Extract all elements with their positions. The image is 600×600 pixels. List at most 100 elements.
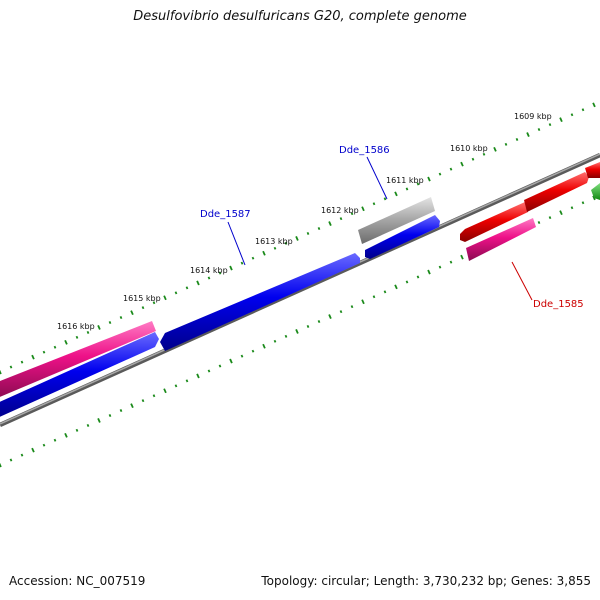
accession-text: Accession: NC_007519 [9,574,146,588]
track-tick-mark [383,197,387,201]
track-tick-mark [482,152,486,156]
track-tick-mark [328,221,332,226]
track-tick-mark [570,206,574,210]
track-tick-mark [174,291,178,295]
kbp-label: 1613 kbp [255,237,293,246]
track-tick-mark [372,202,376,206]
track-tick-mark [548,216,552,220]
track-tick-mark [405,187,409,191]
track-tick-mark [31,354,35,360]
track-tick-mark [64,432,68,438]
track-tick-mark [438,172,442,176]
track-tick-mark [537,221,541,225]
track-tick-mark [295,329,299,334]
track-tick-mark [130,403,134,409]
grey-feature-dde-1586 [358,197,435,244]
track-tick-mark [207,276,211,280]
track-tick-mark [108,321,112,325]
track-tick-mark [317,227,321,231]
track-tick-mark [548,123,552,127]
track-tick-mark [20,360,24,364]
track-tick-mark [504,142,508,146]
track-tick-mark [559,210,563,216]
track-tick-mark [372,295,376,299]
track-tick-mark [262,250,266,256]
track-tick-mark [306,231,310,235]
track-tick-mark [460,161,464,167]
red-feature [585,162,600,178]
track-tick-mark [449,167,453,171]
track-tick-mark [218,271,222,275]
track-tick-mark [394,191,398,197]
track-tick-mark [339,217,343,221]
track-tick-mark [262,343,266,349]
track-tick-mark [64,339,68,345]
gene-label-leaders [227,156,533,301]
outer-tick-track [0,102,596,375]
track-tick-mark [141,399,145,403]
track-tick-mark [284,334,288,338]
track-tick-mark [240,261,244,265]
track-tick-mark [0,462,2,468]
red-feature [460,202,528,242]
track-tick-mark [306,324,310,328]
track-tick-mark [559,117,563,123]
track-tick-mark [9,365,13,369]
track-tick-mark [383,290,387,294]
track-tick-mark [416,275,420,279]
track-tick-mark [141,306,145,310]
track-tick-mark [9,458,13,462]
pink-feature [0,321,156,397]
track-tick-mark [493,146,497,152]
green-feature [591,183,600,200]
track-tick-mark [163,388,167,394]
track-tick-mark [152,301,156,305]
track-tick-mark [471,157,475,161]
kbp-label: 1614 kbp [190,266,228,275]
genome-summary-text: Topology: circular; Length: 3,730,232 bp… [261,574,591,588]
track-tick-mark [218,364,222,368]
track-tick-mark [207,369,211,373]
kbp-label: 1610 kbp [450,144,488,153]
track-tick-mark [185,286,189,290]
track-tick-mark [570,113,574,117]
track-tick-mark [317,320,321,324]
reverse-strand-blue-feature [160,253,360,351]
track-tick-mark [75,335,79,339]
track-tick-mark [251,256,255,260]
track-tick-mark [75,428,79,432]
kbp-label: 1615 kbp [123,294,161,303]
track-tick-mark [42,350,46,354]
track-tick-mark [152,394,156,398]
track-tick-mark [20,453,24,457]
track-tick-mark [273,246,277,250]
kbp-label: 1616 kbp [57,322,95,331]
map-title: Desulfovibrio desulfuricans G20, complet… [133,9,467,24]
track-tick-mark [0,369,2,375]
track-tick-mark [185,379,189,383]
track-tick-mark [581,201,585,205]
track-tick-mark [361,299,365,305]
track-tick-mark [130,310,134,316]
track-tick-mark [53,438,57,442]
track-tick-mark [350,212,354,216]
track-tick-mark [119,316,123,320]
pink-feature-dde-1585 [466,218,536,261]
track-tick-mark [592,102,596,108]
track-tick-mark [97,325,101,330]
track-tick-mark [460,254,464,260]
track-tick-mark [394,284,398,290]
kbp-label: 1612 kbp [321,206,359,215]
kbp-label: 1609 kbp [514,112,552,121]
track-tick-mark [42,443,46,447]
track-tick-mark [537,128,541,132]
track-tick-mark [416,182,420,186]
gene-label-dde-1585: Dde_1585 [533,299,584,310]
reverse-strand-blue-feature [0,332,159,417]
reverse-strand-blue-feature [365,215,440,259]
track-tick-mark [229,358,233,364]
track-tick-mark [97,418,101,423]
track-tick-mark [86,423,90,427]
track-tick-mark [196,280,200,286]
kbp-label: 1611 kbp [386,176,424,185]
